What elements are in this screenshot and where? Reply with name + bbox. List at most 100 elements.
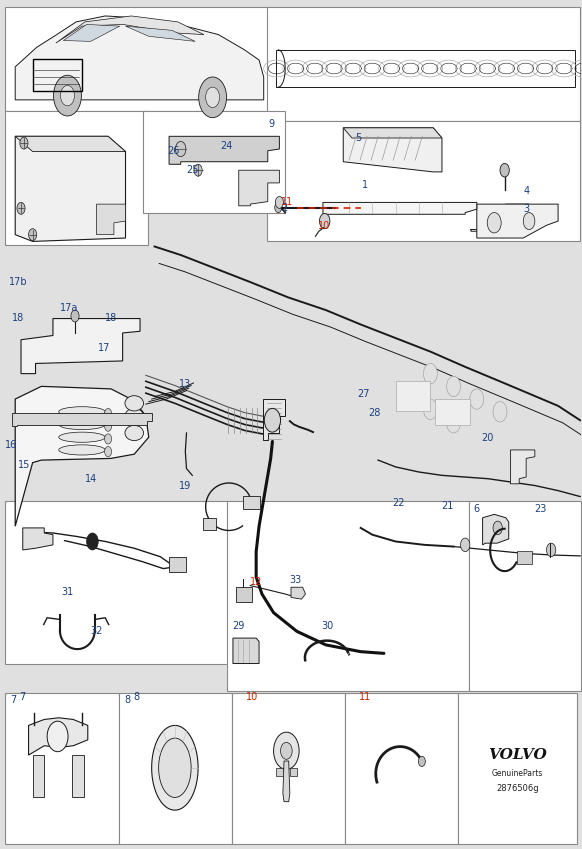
Text: 2876506g: 2876506g bbox=[496, 784, 539, 794]
Polygon shape bbox=[29, 717, 88, 755]
Polygon shape bbox=[343, 128, 442, 171]
Polygon shape bbox=[276, 767, 283, 776]
Text: 29: 29 bbox=[233, 621, 245, 631]
Polygon shape bbox=[239, 170, 279, 205]
Text: 18: 18 bbox=[105, 312, 117, 323]
Circle shape bbox=[493, 402, 507, 422]
Circle shape bbox=[274, 732, 299, 769]
Text: 14: 14 bbox=[84, 474, 97, 484]
Text: 24: 24 bbox=[220, 142, 232, 151]
Polygon shape bbox=[343, 128, 442, 138]
Bar bbox=[227, 501, 469, 691]
Bar bbox=[267, 121, 580, 241]
Text: 17b: 17b bbox=[9, 277, 27, 287]
Text: 20: 20 bbox=[481, 433, 494, 443]
Polygon shape bbox=[263, 399, 285, 440]
Circle shape bbox=[493, 521, 502, 535]
Polygon shape bbox=[72, 755, 84, 797]
Text: 26: 26 bbox=[168, 146, 180, 155]
Circle shape bbox=[446, 376, 460, 396]
Ellipse shape bbox=[59, 445, 105, 455]
Polygon shape bbox=[290, 767, 297, 776]
Text: 16: 16 bbox=[5, 440, 17, 450]
Circle shape bbox=[54, 76, 81, 116]
Circle shape bbox=[546, 543, 556, 557]
Polygon shape bbox=[12, 413, 152, 426]
Polygon shape bbox=[56, 16, 204, 43]
Text: 31: 31 bbox=[61, 588, 73, 598]
Text: 33: 33 bbox=[289, 576, 302, 586]
Ellipse shape bbox=[125, 396, 144, 411]
Circle shape bbox=[47, 721, 68, 751]
Text: 13: 13 bbox=[179, 379, 191, 389]
Bar bbox=[517, 551, 532, 564]
Circle shape bbox=[281, 742, 292, 759]
Text: 30: 30 bbox=[321, 621, 333, 631]
Text: 7: 7 bbox=[10, 695, 17, 705]
Text: 2: 2 bbox=[281, 203, 287, 212]
Circle shape bbox=[264, 408, 281, 432]
Polygon shape bbox=[23, 528, 53, 550]
Circle shape bbox=[105, 421, 112, 431]
Text: 25: 25 bbox=[186, 166, 198, 175]
Polygon shape bbox=[477, 204, 558, 238]
Circle shape bbox=[320, 213, 330, 228]
Bar bbox=[119, 693, 232, 844]
Circle shape bbox=[275, 202, 282, 212]
Text: 8: 8 bbox=[124, 695, 130, 705]
Text: 21: 21 bbox=[442, 501, 454, 511]
Text: 32: 32 bbox=[90, 627, 102, 636]
Circle shape bbox=[205, 87, 219, 108]
Bar bbox=[169, 557, 186, 572]
Polygon shape bbox=[21, 318, 140, 374]
Text: 9: 9 bbox=[269, 119, 275, 128]
Text: VOLVO: VOLVO bbox=[488, 748, 547, 762]
Bar bbox=[345, 693, 458, 844]
Bar bbox=[396, 381, 430, 411]
Polygon shape bbox=[15, 137, 126, 241]
Circle shape bbox=[71, 310, 79, 322]
Polygon shape bbox=[159, 738, 191, 797]
Bar bbox=[5, 111, 148, 245]
Text: 22: 22 bbox=[392, 498, 404, 509]
Circle shape bbox=[105, 408, 112, 419]
Circle shape bbox=[105, 447, 112, 457]
Bar bbox=[5, 8, 271, 111]
Text: 28: 28 bbox=[368, 408, 381, 418]
Bar bbox=[469, 501, 581, 691]
Circle shape bbox=[175, 142, 186, 157]
Circle shape bbox=[500, 164, 509, 177]
Bar bbox=[236, 588, 252, 603]
Bar bbox=[5, 501, 232, 664]
Polygon shape bbox=[33, 755, 44, 797]
Ellipse shape bbox=[59, 432, 105, 442]
Bar bbox=[458, 693, 577, 844]
Polygon shape bbox=[63, 25, 120, 42]
Text: 12: 12 bbox=[250, 577, 262, 588]
Circle shape bbox=[20, 138, 28, 149]
Polygon shape bbox=[291, 588, 306, 599]
Circle shape bbox=[423, 363, 437, 384]
Text: 23: 23 bbox=[534, 504, 547, 514]
Circle shape bbox=[423, 399, 437, 419]
Circle shape bbox=[61, 86, 74, 106]
Bar bbox=[267, 8, 580, 121]
Ellipse shape bbox=[59, 419, 105, 430]
Circle shape bbox=[105, 434, 112, 444]
Circle shape bbox=[487, 212, 501, 233]
Circle shape bbox=[418, 756, 425, 767]
Polygon shape bbox=[233, 638, 259, 664]
Polygon shape bbox=[510, 450, 535, 484]
Polygon shape bbox=[283, 761, 290, 801]
Circle shape bbox=[198, 77, 226, 118]
Circle shape bbox=[460, 538, 470, 552]
Circle shape bbox=[17, 202, 25, 214]
Text: 11: 11 bbox=[281, 198, 294, 207]
Bar bbox=[232, 693, 345, 844]
Text: GenuineParts: GenuineParts bbox=[492, 769, 543, 779]
Polygon shape bbox=[482, 514, 509, 545]
Ellipse shape bbox=[125, 408, 144, 424]
Text: 8: 8 bbox=[133, 693, 139, 702]
Text: 3: 3 bbox=[523, 205, 529, 214]
Text: 11: 11 bbox=[359, 693, 371, 702]
